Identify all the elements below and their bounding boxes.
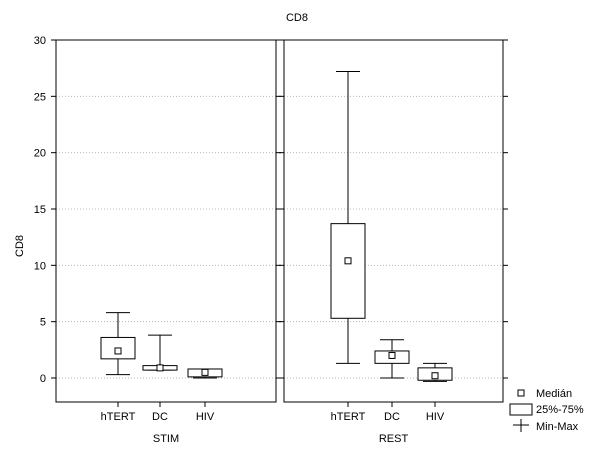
box-iqr: [330, 223, 366, 319]
panel-stim: 0 5 10 15 20 25 30 hTERT DC HIV STIM: [34, 35, 281, 445]
legend: Medián 25%-75% Min-Max: [509, 388, 584, 433]
y-tick-label: 25: [34, 91, 46, 103]
median-marker: [201, 368, 209, 376]
y-tick-label: 30: [34, 35, 46, 47]
median-marker: [431, 372, 439, 380]
panel-label: REST: [379, 433, 409, 445]
legend-whisker-label: Min-Max: [536, 421, 579, 433]
x-tick-label: hTERT: [101, 411, 136, 423]
median-marker: [156, 364, 164, 372]
median-marker: [114, 347, 122, 355]
x-tick-label: HIV: [196, 411, 215, 423]
legend-box-symbol: [509, 403, 533, 416]
panel-frame: [283, 39, 504, 403]
y-tick-label: 0: [40, 373, 46, 385]
panel-frame: [55, 39, 277, 403]
legend-median-label: Medián: [536, 388, 572, 400]
panel-rest: hTERT DC HIV REST: [279, 39, 508, 445]
y-axis-label: CD8: [14, 235, 26, 257]
y-tick-label: 5: [40, 317, 46, 329]
x-tick-label: HIV: [426, 411, 445, 423]
panel-label: STIM: [153, 433, 179, 445]
legend-median-symbol: [517, 389, 525, 397]
y-tick-label: 20: [34, 148, 46, 160]
chart-title: CD8: [286, 12, 308, 24]
y-tick-label: 15: [34, 204, 46, 216]
median-marker: [344, 257, 352, 265]
x-tick-label: DC: [152, 411, 168, 423]
legend-box-label: 25%-75%: [536, 404, 584, 416]
median-marker: [388, 351, 396, 359]
x-tick-label: DC: [384, 411, 400, 423]
x-tick-label: hTERT: [331, 411, 366, 423]
y-tick-label: 10: [34, 260, 46, 272]
